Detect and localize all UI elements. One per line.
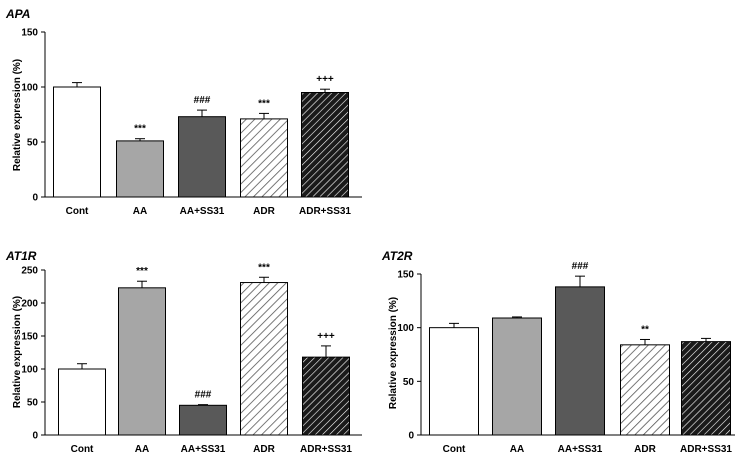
x-tick-label: AA [135,444,149,454]
significance-label: *** [258,98,270,109]
y-tick-label: 150 [397,270,414,281]
significance-label: ### [194,95,211,106]
x-tick-label: Cont [71,444,94,454]
bar [240,282,288,436]
y-tick-label: 150 [21,28,38,39]
y-tick-label: 250 [21,266,38,277]
y-tick-label: 200 [21,299,38,310]
y-tick-label: 100 [397,323,414,334]
chart-at1r: AT1R Relative expression (%) 0 50 100 150 20… [5,249,362,454]
bar [492,317,542,436]
bar [555,286,605,436]
x-tick-label: ADR+SS31 [299,206,351,217]
y-axis-label: Relative expression (%) [388,297,399,409]
bar [302,356,350,436]
bar [301,92,349,198]
significance-label: *** [258,262,270,273]
y-tick-label: 100 [21,365,38,376]
bar [178,116,226,198]
x-tick-label: ADR+SS31 [680,444,732,454]
x-tick-label: AA [510,444,524,454]
x-tick-label: ADR [634,444,656,454]
y-tick-label: 0 [408,431,414,442]
y-tick-label: 0 [32,193,38,204]
chart-title: AT1R [5,249,37,263]
bar [116,140,164,198]
y-axis-label: Relative expression (%) [12,296,23,408]
significance-label: *** [134,124,146,135]
significance-label: +++ [316,74,334,85]
chart-title: AT2R [381,249,413,263]
x-tick-label: ADR [253,444,275,454]
bar [58,368,106,436]
significance-label: +++ [317,331,335,342]
x-tick-label: AA [133,206,147,217]
bar [681,341,731,436]
significance-label: ### [195,390,212,401]
bar [53,86,101,198]
x-tick-label: Cont [443,444,466,454]
x-tick-label: AA+SS31 [180,206,225,217]
x-tick-label: AA+SS31 [558,444,603,454]
bar [240,118,288,198]
significance-label: ** [641,324,649,335]
x-tick-label: AA+SS31 [181,444,226,454]
y-tick-label: 50 [403,377,415,388]
chart-title: APA [5,7,30,21]
bar [620,344,670,436]
chart-at2r: AT2R Relative expression (%) 0 50 100 150 Co… [381,249,735,454]
bar [429,327,479,436]
y-tick-label: 0 [32,431,38,442]
y-tick-label: 50 [27,138,39,149]
y-axis-label: Relative expression (%) [12,59,23,171]
bar [179,404,227,436]
y-tick-label: 50 [27,398,39,409]
significance-label: *** [136,266,148,277]
significance-label: ### [572,261,589,272]
x-tick-label: ADR [253,206,275,217]
chart-apa: APA Relative expression (%) 0 50 100 150 Con… [5,7,362,217]
x-tick-label: Cont [66,206,89,217]
x-tick-label: ADR+SS31 [300,444,352,454]
y-tick-label: 100 [21,83,38,94]
y-tick-label: 150 [21,332,38,343]
bar [118,287,166,436]
